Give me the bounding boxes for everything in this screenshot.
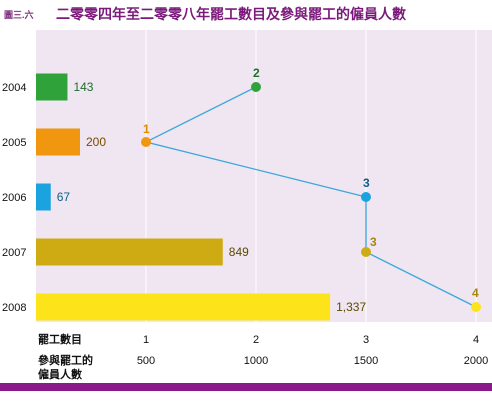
strike-point-label-2006: 3	[363, 176, 370, 190]
bar-value-2008: 1,337	[336, 300, 366, 314]
bottom-margin	[0, 391, 492, 402]
strikes-tick-1: 1	[143, 334, 149, 346]
bar-value-2005: 200	[86, 135, 106, 149]
year-label-2004: 2004	[2, 82, 26, 94]
workers-axis-label-line1: 參與罷工的	[38, 353, 93, 367]
year-label-2005: 2005	[2, 137, 26, 149]
year-labels: 2004 2005 2006 2007 2008	[2, 82, 26, 314]
workers-tick-2000: 2000	[464, 355, 488, 367]
bar-2007	[36, 238, 223, 266]
strikes-line-group: 2 1 3 3 4	[141, 66, 481, 312]
strikes-axis-label: 罷工數目	[38, 332, 82, 346]
workers-tick-1500: 1500	[354, 355, 378, 367]
bar-2004	[36, 73, 68, 101]
year-label-2006: 2006	[2, 192, 26, 204]
strikes-tick-4: 4	[473, 334, 479, 346]
figure-label: 圖三.六	[4, 9, 34, 20]
bar-2006	[36, 183, 51, 211]
strike-point-label-2004: 2	[253, 66, 260, 80]
plot-panel	[36, 30, 492, 322]
grid-lines	[145, 30, 477, 322]
workers-tick-500: 500	[137, 355, 155, 367]
bar-value-2007: 849	[229, 245, 249, 259]
strike-point-2008	[471, 302, 481, 312]
bar-value-2006: 67	[57, 190, 71, 204]
year-label-2008: 2008	[2, 302, 26, 314]
bar-2008	[36, 293, 331, 321]
bars-group: 143 200 67 849 1,337	[36, 73, 366, 321]
workers-axis-label-line2: 僱員人數	[38, 367, 82, 381]
workers-axis-ticks: 500 1000 1500 2000	[137, 355, 488, 367]
strike-point-2004	[251, 82, 261, 92]
workers-tick-1000: 1000	[244, 355, 268, 367]
strike-point-label-2005: 1	[143, 122, 150, 136]
header: 圖三.六 二零零四年至二零零八年罷工數目及參與罷工的僱員人數	[0, 0, 492, 26]
strike-point-2007	[361, 247, 371, 257]
strikes-tick-2: 2	[253, 334, 259, 346]
bottom-band	[0, 383, 492, 391]
header-background	[0, 0, 492, 26]
bar-2005	[36, 128, 80, 156]
strike-point-label-2008: 4	[472, 286, 479, 300]
strike-point-label-2007: 3	[370, 235, 377, 249]
year-label-2007: 2007	[2, 247, 26, 259]
strikes-tick-3: 3	[363, 334, 369, 346]
strike-point-2005	[141, 137, 151, 147]
chart-title: 二零零四年至二零零八年罷工數目及參與罷工的僱員人數	[56, 6, 406, 22]
strikes-axis-ticks: 1 2 3 4	[143, 334, 479, 346]
bar-value-2004: 143	[73, 80, 93, 94]
strike-point-2006	[361, 192, 371, 202]
